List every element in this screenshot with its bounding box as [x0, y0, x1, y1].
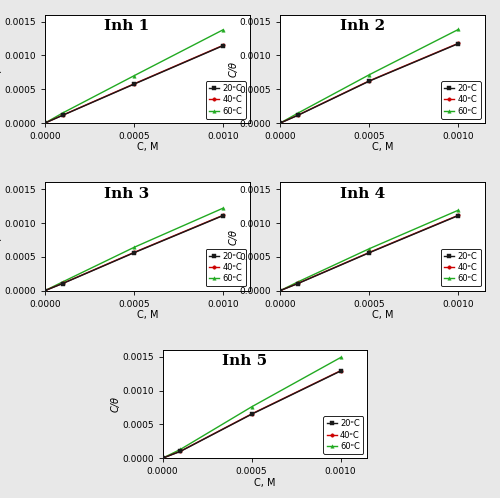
20ᵒC — [338, 368, 344, 374]
20ᵒC — [160, 455, 166, 461]
20ᵒC — [220, 213, 226, 219]
40ᵒC — [248, 411, 254, 417]
Line: 40ᵒC: 40ᵒC — [278, 41, 460, 125]
Line: 40ᵒC: 40ᵒC — [44, 214, 225, 292]
Y-axis label: C/θ: C/θ — [0, 61, 3, 77]
40ᵒC — [277, 120, 283, 126]
40ᵒC — [456, 40, 462, 46]
60ᵒC — [456, 26, 462, 32]
60ᵒC — [277, 288, 283, 294]
Text: Inh 4: Inh 4 — [340, 187, 385, 201]
20ᵒC — [366, 78, 372, 84]
40ᵒC — [338, 368, 344, 374]
40ᵒC — [160, 455, 166, 461]
40ᵒC — [42, 288, 48, 294]
Line: 60ᵒC: 60ᵒC — [161, 356, 342, 460]
20ᵒC — [42, 288, 48, 294]
X-axis label: C, M: C, M — [372, 310, 394, 320]
60ᵒC — [220, 27, 226, 33]
Line: 20ᵒC: 20ᵒC — [44, 44, 225, 125]
60ᵒC — [42, 120, 48, 126]
Text: Inh 1: Inh 1 — [104, 19, 150, 33]
40ᵒC — [295, 112, 301, 118]
60ᵒC — [295, 279, 301, 285]
X-axis label: C, M: C, M — [136, 142, 158, 152]
60ᵒC — [338, 355, 344, 361]
Legend: 20ᵒC, 40ᵒC, 60ᵒC: 20ᵒC, 40ᵒC, 60ᵒC — [206, 81, 246, 119]
60ᵒC — [295, 110, 301, 116]
40ᵒC — [366, 78, 372, 84]
60ᵒC — [220, 205, 226, 211]
20ᵒC — [295, 112, 301, 118]
Legend: 20ᵒC, 40ᵒC, 60ᵒC: 20ᵒC, 40ᵒC, 60ᵒC — [441, 81, 481, 119]
60ᵒC — [131, 245, 137, 250]
60ᵒC — [60, 279, 66, 285]
Line: 20ᵒC: 20ᵒC — [278, 214, 460, 292]
60ᵒC — [131, 73, 137, 79]
Legend: 20ᵒC, 40ᵒC, 60ᵒC: 20ᵒC, 40ᵒC, 60ᵒC — [441, 249, 481, 286]
20ᵒC — [456, 213, 462, 219]
60ᵒC — [248, 404, 254, 410]
20ᵒC — [131, 81, 137, 87]
Line: 40ᵒC: 40ᵒC — [161, 369, 342, 460]
20ᵒC — [277, 288, 283, 294]
60ᵒC — [277, 120, 283, 126]
40ᵒC — [131, 81, 137, 87]
Text: Inh 5: Inh 5 — [222, 355, 267, 369]
40ᵒC — [456, 212, 462, 218]
20ᵒC — [277, 120, 283, 126]
Line: 20ᵒC: 20ᵒC — [161, 369, 342, 460]
Legend: 20ᵒC, 40ᵒC, 60ᵒC: 20ᵒC, 40ᵒC, 60ᵒC — [206, 249, 246, 286]
Y-axis label: C/θ: C/θ — [0, 229, 3, 245]
Line: 60ᵒC: 60ᵒC — [278, 28, 460, 125]
Line: 40ᵒC: 40ᵒC — [44, 44, 225, 125]
Line: 20ᵒC: 20ᵒC — [278, 42, 460, 125]
60ᵒC — [456, 207, 462, 213]
40ᵒC — [42, 120, 48, 126]
X-axis label: C, M: C, M — [136, 310, 158, 320]
40ᵒC — [60, 280, 66, 286]
Line: 40ᵒC: 40ᵒC — [278, 214, 460, 292]
40ᵒC — [60, 112, 66, 118]
20ᵒC — [295, 280, 301, 286]
20ᵒC — [248, 411, 254, 417]
X-axis label: C, M: C, M — [254, 478, 276, 488]
40ᵒC — [277, 288, 283, 294]
40ᵒC — [366, 249, 372, 255]
Y-axis label: C/θ: C/θ — [228, 61, 238, 77]
20ᵒC — [178, 448, 184, 454]
20ᵒC — [42, 120, 48, 126]
20ᵒC — [456, 41, 462, 47]
60ᵒC — [42, 288, 48, 294]
20ᵒC — [60, 280, 66, 286]
Line: 60ᵒC: 60ᵒC — [278, 209, 460, 292]
20ᵒC — [366, 250, 372, 256]
Text: Inh 2: Inh 2 — [340, 19, 384, 33]
Line: 60ᵒC: 60ᵒC — [44, 207, 225, 292]
Y-axis label: C/θ: C/θ — [110, 396, 120, 412]
Line: 20ᵒC: 20ᵒC — [44, 214, 225, 292]
60ᵒC — [366, 72, 372, 78]
40ᵒC — [295, 280, 301, 286]
20ᵒC — [131, 250, 137, 256]
Line: 60ᵒC: 60ᵒC — [44, 28, 225, 125]
60ᵒC — [366, 246, 372, 251]
Y-axis label: C/θ: C/θ — [228, 229, 238, 245]
X-axis label: C, M: C, M — [372, 142, 394, 152]
20ᵒC — [220, 43, 226, 49]
60ᵒC — [60, 110, 66, 116]
Legend: 20ᵒC, 40ᵒC, 60ᵒC: 20ᵒC, 40ᵒC, 60ᵒC — [324, 416, 363, 454]
40ᵒC — [220, 42, 226, 48]
Text: Inh 3: Inh 3 — [104, 187, 150, 201]
60ᵒC — [178, 446, 184, 452]
40ᵒC — [220, 212, 226, 218]
20ᵒC — [60, 112, 66, 118]
60ᵒC — [160, 455, 166, 461]
40ᵒC — [178, 448, 184, 454]
40ᵒC — [131, 249, 137, 255]
